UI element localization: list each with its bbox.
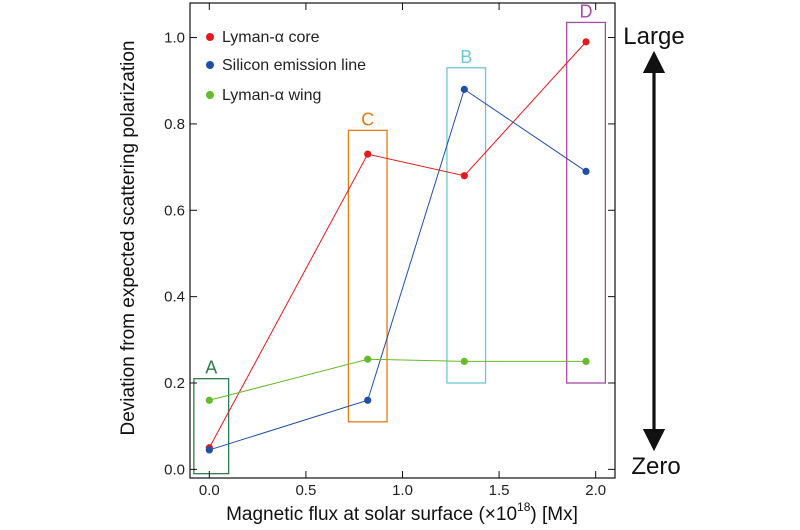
- series-line-0: [208, 41, 587, 449]
- y-tick-label: 0.6: [164, 202, 185, 219]
- data-point-1-2: [460, 85, 468, 93]
- y-axis-ticks: 0.0 0.2 0.4 0.6 0.8 1.0: [164, 30, 615, 478]
- data-point-2-2: [460, 357, 468, 366]
- box-label-d: D: [580, 1, 593, 21]
- x-axis-label: Magnetic flux at solar surface (×1018) […: [226, 500, 578, 525]
- legend-label-2: Lyman-α wing: [222, 87, 321, 104]
- legend-label-1: Silicon emission line: [222, 57, 366, 74]
- box-b: [446, 67, 487, 384]
- box-label-b: B: [460, 47, 472, 67]
- series-line-1: [209, 88, 587, 451]
- arrow-bottom-label: Zero: [631, 453, 680, 480]
- data-point-1-3: [582, 167, 590, 176]
- y-axis-label: Deviation from expected scattering polar…: [118, 41, 139, 436]
- series-line-2: [209, 358, 587, 401]
- y-tick-label: 0.4: [164, 289, 185, 306]
- y-tick-label: 0.0: [164, 461, 185, 478]
- data-point-2-0: [205, 396, 213, 404]
- x-tick-label: 0.5: [295, 482, 316, 499]
- data-point-1-0: [205, 446, 213, 454]
- legend: Lyman-α core Silicon emission line Lyman…: [206, 29, 366, 104]
- y-tick-label: 0.2: [164, 375, 185, 392]
- data-point-2-1: [364, 355, 372, 363]
- box-label-c: C: [361, 109, 374, 129]
- data-point-1-1: [364, 396, 372, 404]
- y-tick-label: 1.0: [164, 30, 185, 47]
- box-label-a: A: [205, 358, 217, 378]
- x-tick-label: 0.0: [199, 482, 220, 499]
- series-lines: [208, 41, 587, 451]
- annotation-boxes: A C B D: [193, 1, 606, 475]
- data-point-0-1: [364, 150, 372, 158]
- legend-marker-1: [206, 61, 214, 69]
- series-points: [205, 38, 590, 454]
- box-a: [193, 378, 230, 475]
- data-point-0-2: [460, 172, 468, 180]
- x-tick-label: 2.0: [585, 482, 606, 499]
- x-axis-ticks: 0.0 0.5 1.0 1.5 2.0: [199, 3, 606, 499]
- legend-label-0: Lyman-α core: [222, 29, 320, 46]
- data-point-2-3: [582, 357, 590, 366]
- legend-marker-2: [206, 91, 214, 99]
- plot-frame: [189, 2, 616, 479]
- legend-marker-0: [206, 33, 214, 41]
- magnitude-arrow: Large Zero: [623, 23, 684, 480]
- box-c: [347, 129, 388, 423]
- x-tick-label: 1.0: [392, 482, 413, 499]
- x-axis-label-unit: ) [Mx]: [530, 504, 578, 525]
- arrow-top-label: Large: [623, 23, 684, 50]
- y-tick-label: 0.8: [164, 116, 185, 133]
- x-axis-label-main: Magnetic flux at solar surface (×10: [226, 504, 517, 525]
- x-tick-label: 1.5: [489, 482, 510, 499]
- data-point-0-3: [582, 38, 590, 46]
- x-axis-label-exponent: 18: [517, 500, 531, 514]
- box-d: [566, 21, 606, 384]
